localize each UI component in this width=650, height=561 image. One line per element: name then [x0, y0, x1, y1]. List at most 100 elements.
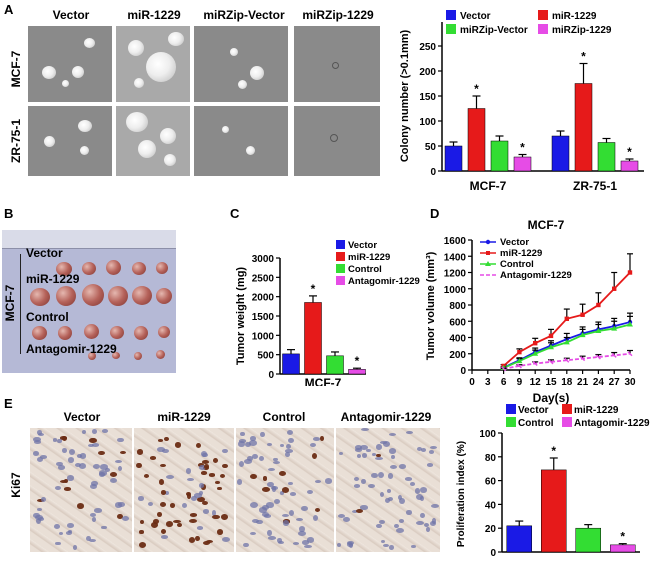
chart-d-point-control-day9	[516, 358, 523, 364]
tumor-photo-label-mir1229: miR-1229	[26, 272, 80, 286]
chart-d-x-tick-label-15: 15	[545, 377, 557, 388]
chart-d-point-mir1229-day21	[580, 312, 585, 317]
chart-e-y-axis-label: Proliferation index (%)	[456, 441, 467, 547]
chart-a-bar-mcf7-mirzip1229	[513, 156, 532, 172]
chart-d-point-control-day18	[563, 339, 570, 345]
chart-a-y-tick-label-150: 150	[419, 92, 436, 103]
chart-c-legend-swatch-antagomir	[336, 276, 345, 285]
chart-e-significance-mir1229: *	[551, 444, 556, 458]
chart-d-x-tick-label-21: 21	[577, 377, 589, 388]
chart-d-legend-label-mir1229: miR-1229	[500, 248, 542, 259]
chart-a-y-axis-label: Colony number (>0.1mm)	[399, 29, 411, 162]
micrograph-zr751-vector	[28, 106, 112, 176]
chart-a-bar-zr751-vector	[551, 135, 570, 172]
micrograph-zr751-mirzip-1229	[294, 106, 380, 176]
chart-d-point-control-day21	[579, 332, 586, 338]
tumor-photo-divider	[20, 254, 21, 354]
chart-d-y-tick-label-1200: 1200	[444, 269, 467, 280]
tumor-photo-label-vector: Vector	[26, 246, 63, 260]
panel-letter-d: D	[430, 206, 440, 221]
chart-d-point-control-day30	[627, 321, 633, 327]
chart-d-x-tick-label-6: 6	[501, 377, 507, 388]
chart-d-y-tick-label-1000: 1000	[444, 285, 467, 296]
chart-a-x-tick-label-zr751: ZR-75-1	[573, 179, 617, 193]
chart-e-y-tick-label-100: 100	[479, 429, 496, 440]
tumor-photo-label-antagomir: Antagomir-1229	[26, 342, 117, 356]
chart-d-point-control-day12	[532, 350, 539, 356]
chart-c-y-tick-label-500: 500	[257, 351, 274, 362]
chart-d-point-antagomir1229-day9	[516, 363, 522, 369]
chart-a-legend-label-vector: Vector	[460, 11, 491, 22]
chart-a-significance-zr751-mirzip1229: *	[627, 145, 632, 159]
chart-d-point-mir1229-day30	[627, 270, 633, 275]
chart-d-y-tick-label-400: 400	[449, 334, 466, 345]
chart-d-x-tick-label-3: 3	[485, 377, 491, 388]
chart-a-bar-mcf7-mir1229	[467, 108, 486, 172]
chart-c-y-tick-label-3000: 3000	[252, 254, 275, 265]
micrograph-zr751-mir1229	[116, 106, 190, 176]
chart-d-point-antagomir1229-day18	[564, 357, 570, 363]
chart-a-significance-mcf7-mir1229: *	[474, 82, 479, 96]
chart-c-tumor-weight: 0 500 1000 1500 2000 2500 3000 * * Tumor weight…	[235, 240, 420, 386]
chart-e-bar-control	[575, 527, 601, 553]
chart-c-legend-swatch-mir1229	[336, 252, 345, 261]
chart-c-bar-mir1229	[304, 302, 322, 375]
chart-a-legend-swatch-mir1229	[538, 10, 548, 20]
chart-d-x-tick-label-9: 9	[517, 377, 523, 388]
ihc-vector	[30, 428, 132, 552]
chart-a-y-tick-label-250: 250	[419, 42, 436, 53]
chart-c-y-tick-label-2000: 2000	[252, 293, 275, 304]
chart-d-legend-marker-mir1229	[486, 251, 490, 255]
chart-e-y-tick-label-60: 60	[485, 477, 497, 488]
chart-d-y-tick-label-200: 200	[449, 350, 466, 361]
chart-d-point-antagomir1229-day21	[580, 356, 586, 362]
chart-d-x-tick-label-24: 24	[593, 377, 605, 388]
chart-d-x-tick-label-27: 27	[609, 377, 621, 388]
chart-c-significance-mir1229: *	[311, 282, 316, 296]
chart-d-point-mir1229-day15	[548, 333, 554, 339]
chart-d-legend-label-control: Control	[500, 259, 534, 270]
micrograph-mcf7-vector	[28, 26, 112, 102]
chart-d-point-antagomir1229-day27	[611, 352, 617, 358]
chart-d-point-antagomir1229-day6	[501, 366, 507, 372]
chart-d-point-antagomir1229-day24	[595, 354, 601, 360]
panel-a-column-label-vector: Vector	[52, 8, 90, 22]
chart-c-significance-antagomir1229: *	[355, 354, 360, 368]
panel-a-column-label-mir1229: miR-1229	[127, 8, 181, 22]
chart-a-legend-label-mirzip-1229: miRZip-1229	[552, 25, 612, 36]
chart-d-x-tick-label-30: 30	[624, 377, 636, 388]
tumor-photo: Vector miR-1229 Control Antagomir-1229 M…	[2, 230, 176, 373]
chart-e-y-tick-label-0: 0	[490, 548, 496, 559]
chart-c-legend-label-vector: Vector	[348, 240, 377, 251]
tumor-photo-side-label-mcf7: MCF-7	[3, 284, 17, 322]
chart-e-legend-swatch-antagomir	[562, 417, 572, 427]
chart-a-y-tick-label-200: 200	[419, 67, 436, 78]
chart-c-bar-vector	[282, 353, 300, 375]
ihc-control	[236, 428, 334, 552]
chart-e-y-tick-label-80: 80	[485, 453, 497, 464]
chart-a-legend-swatch-vector	[446, 10, 456, 20]
chart-a-legend-label-mirzip-vector: miRZip-Vector	[460, 25, 528, 36]
panel-letter-a: A	[4, 2, 14, 17]
chart-d-point-control-day15	[548, 344, 554, 350]
chart-c-y-tick-label-1500: 1500	[252, 312, 275, 323]
chart-e-bar-vector	[506, 525, 532, 553]
chart-c-y-axis-label: Tumor weight (mg)	[235, 267, 247, 366]
chart-a-y-tick-label-50: 50	[425, 142, 437, 153]
chart-d-point-mir1229-day27	[612, 286, 617, 291]
chart-c-y-tick-label-0: 0	[268, 370, 274, 381]
micrograph-mcf7-mirzip-vector	[194, 26, 288, 102]
chart-a-legend-swatch-mirzip-vector	[446, 24, 456, 34]
chart-e-legend-swatch-vector	[506, 404, 516, 414]
chart-d-y-tick-label-0: 0	[460, 366, 466, 377]
chart-c-legend-swatch-vector	[336, 240, 345, 249]
chart-a-bar-zr751-mirzipvector	[597, 142, 616, 172]
chart-c-legend: Vector miR-1229 Control Antagomir-1229	[336, 240, 420, 287]
chart-d-line-control	[503, 323, 631, 369]
micrograph-mcf7-mirzip-1229	[294, 26, 380, 102]
chart-a-bar-zr751-mir1229	[574, 83, 593, 172]
chart-d-x-axis-label: Day(s)	[533, 391, 570, 405]
chart-d-x-tick-label-12: 12	[530, 377, 542, 388]
